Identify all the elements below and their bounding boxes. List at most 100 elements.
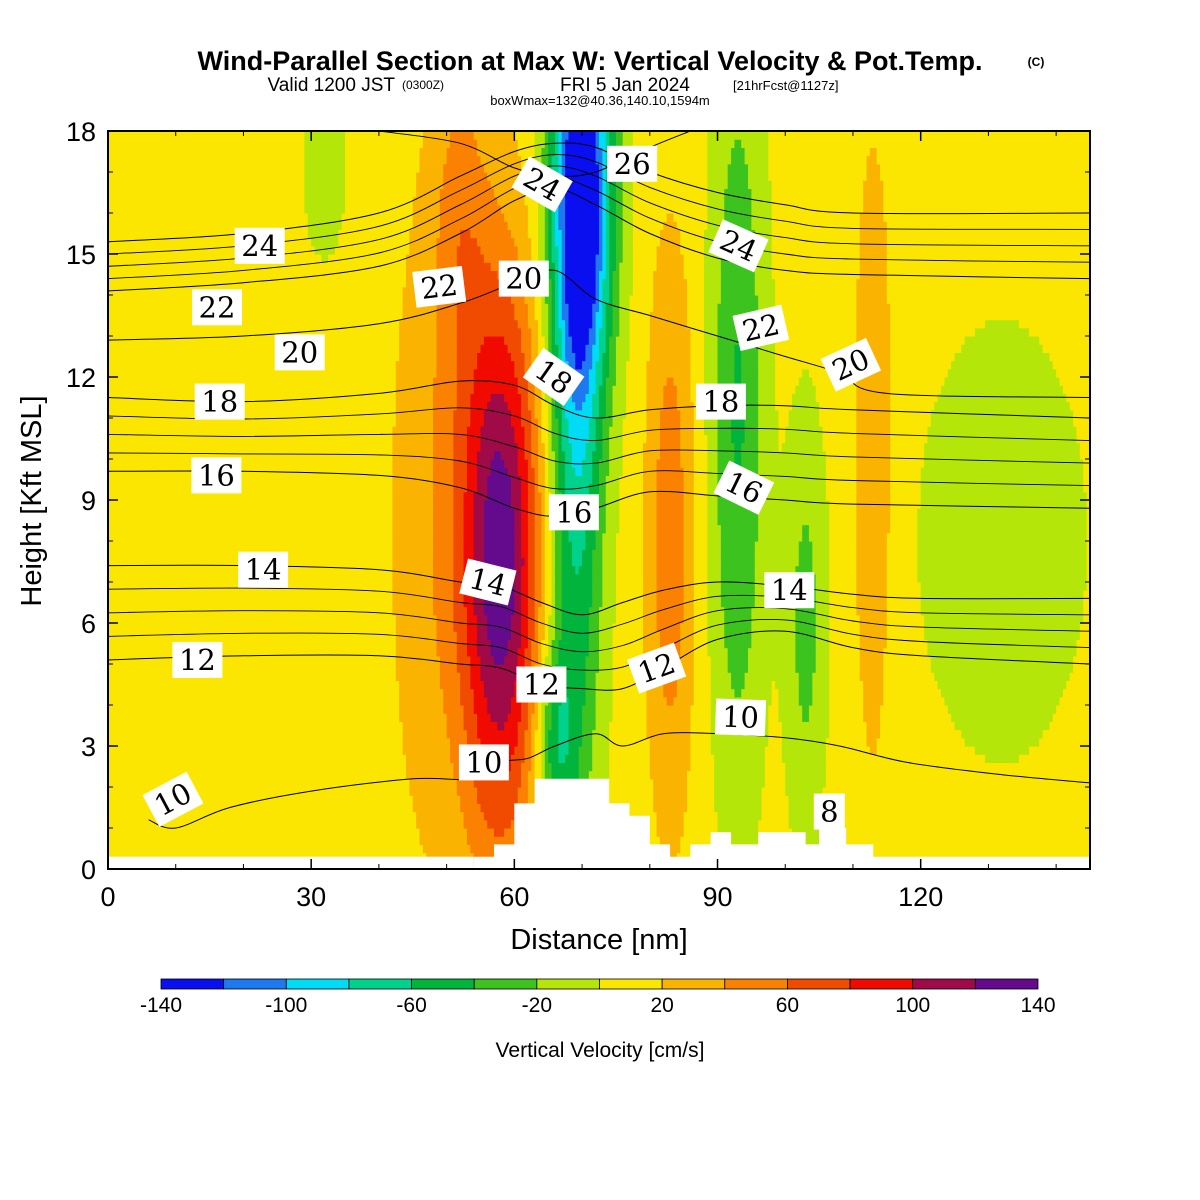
velocity-cell xyxy=(165,541,170,550)
velocity-cell xyxy=(155,582,160,591)
velocity-cell xyxy=(141,664,146,673)
velocity-cell xyxy=(131,286,136,296)
velocity-cell xyxy=(131,688,136,698)
velocity-cell xyxy=(185,319,190,329)
velocity-cell xyxy=(131,450,136,460)
velocity-cell xyxy=(179,746,184,755)
velocity-cell xyxy=(152,680,157,690)
velocity-cell xyxy=(135,795,140,804)
velocity-cell xyxy=(121,188,126,198)
velocity-cell xyxy=(182,401,187,411)
velocity-cell xyxy=(131,368,136,378)
velocity-cell xyxy=(168,467,173,476)
velocity-cell xyxy=(155,598,160,608)
velocity-cell xyxy=(145,483,150,493)
velocity-cell xyxy=(182,467,187,476)
velocity-cell xyxy=(158,770,163,780)
velocity-cell xyxy=(155,672,160,681)
velocity-cell xyxy=(131,213,136,222)
velocity-cell xyxy=(192,270,197,280)
velocity-cell xyxy=(158,262,163,271)
velocity-cell xyxy=(192,500,197,509)
velocity-cell xyxy=(145,623,150,632)
velocity-cell xyxy=(172,500,177,509)
velocity-cell xyxy=(148,836,153,845)
velocity-cell xyxy=(165,442,170,452)
velocity-cell xyxy=(108,811,112,821)
velocity-cell xyxy=(111,508,116,517)
velocity-cell xyxy=(168,229,173,239)
velocity-cell xyxy=(189,229,194,239)
velocity-cell xyxy=(135,254,140,263)
velocity-cell xyxy=(108,245,112,255)
velocity-cell xyxy=(152,155,157,165)
velocity-cell xyxy=(165,311,170,321)
velocity-cell xyxy=(172,483,177,493)
velocity-cell xyxy=(131,762,136,772)
velocity-cell xyxy=(189,155,194,165)
velocity-cell xyxy=(114,147,119,157)
velocity-cell xyxy=(138,368,143,378)
velocity-cell xyxy=(135,803,140,813)
velocity-cell xyxy=(155,245,160,255)
velocity-cell xyxy=(152,196,157,206)
velocity-cell xyxy=(138,696,143,706)
velocity-cell xyxy=(108,204,112,214)
velocity-cell xyxy=(148,172,153,181)
velocity-cell xyxy=(128,623,133,632)
velocity-cell xyxy=(128,844,133,854)
velocity-cell xyxy=(114,303,119,312)
velocity-cell xyxy=(196,541,201,550)
velocity-cell xyxy=(131,623,136,632)
velocity-cell xyxy=(138,409,143,419)
velocity-cell xyxy=(135,393,140,403)
velocity-cell xyxy=(124,582,129,591)
velocity-cell xyxy=(182,729,187,739)
velocity-cell xyxy=(158,664,163,673)
velocity-cell xyxy=(168,245,173,255)
velocity-cell xyxy=(135,377,140,386)
velocity-cell xyxy=(179,139,184,148)
velocity-cell xyxy=(145,237,150,247)
velocity-cell xyxy=(152,393,157,403)
velocity-cell xyxy=(168,204,173,214)
velocity-cell xyxy=(108,688,112,698)
velocity-cell xyxy=(168,360,173,370)
velocity-cell xyxy=(189,336,194,345)
velocity-cell xyxy=(148,664,153,673)
velocity-cell xyxy=(135,131,140,140)
velocity-cell xyxy=(138,475,143,485)
velocity-cell xyxy=(155,409,160,419)
velocity-cell xyxy=(108,377,112,386)
velocity-cell xyxy=(135,163,140,173)
velocity-cell xyxy=(111,582,116,591)
velocity-cell xyxy=(172,549,177,558)
velocity-cell xyxy=(131,442,136,452)
velocity-cell xyxy=(152,606,157,616)
velocity-cell xyxy=(172,442,177,452)
velocity-cell xyxy=(172,213,177,222)
velocity-cell xyxy=(124,221,129,230)
velocity-cell xyxy=(189,811,194,821)
velocity-cell xyxy=(121,844,126,854)
velocity-cell xyxy=(162,155,167,165)
velocity-cell xyxy=(114,245,119,255)
velocity-cell xyxy=(124,598,129,608)
velocity-cell xyxy=(108,319,112,329)
velocity-cell xyxy=(141,393,146,403)
velocity-cell xyxy=(189,746,194,755)
velocity-cell xyxy=(141,500,146,509)
velocity-cell xyxy=(114,828,119,837)
velocity-cell xyxy=(165,631,170,640)
velocity-cell xyxy=(111,426,116,435)
velocity-cell xyxy=(135,582,140,591)
velocity-cell xyxy=(179,237,184,247)
velocity-cell xyxy=(168,180,173,189)
velocity-cell xyxy=(192,163,197,173)
velocity-cell xyxy=(175,762,180,772)
velocity-cell xyxy=(124,459,129,468)
velocity-cell xyxy=(118,844,123,854)
velocity-cell xyxy=(199,549,204,558)
velocity-cell xyxy=(162,844,167,854)
